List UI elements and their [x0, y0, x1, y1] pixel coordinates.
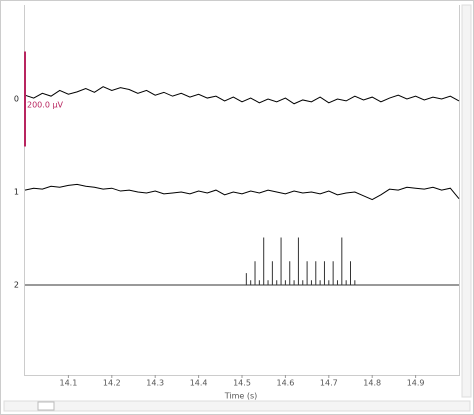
channel-trace: [24, 183, 460, 201]
x-tick-label: 14.9: [407, 379, 425, 388]
vertical-scrollbar[interactable]: [461, 4, 472, 398]
x-tick-label: 14.2: [103, 379, 121, 388]
channel-label: 2: [14, 281, 19, 290]
x-tick-label: 14.4: [190, 379, 208, 388]
horizontal-scrollbar[interactable]: [3, 400, 471, 412]
scrollbar-thumb[interactable]: [37, 401, 55, 411]
x-tick-label: 14.3: [146, 379, 164, 388]
x-tick-label: 14.8: [363, 379, 381, 388]
channel-label: 1: [14, 188, 19, 197]
x-tick-label: 14.5: [233, 379, 251, 388]
x-tick-label: 14.1: [59, 379, 77, 388]
x-axis-label: Time (s): [224, 392, 258, 401]
channel-label: 0: [14, 95, 19, 104]
x-tick-label: 14.6: [276, 379, 294, 388]
x-tick-label: 14.7: [320, 379, 338, 388]
channel-trace: [24, 86, 460, 105]
scale-bar-label: 200.0 μV: [27, 101, 64, 110]
